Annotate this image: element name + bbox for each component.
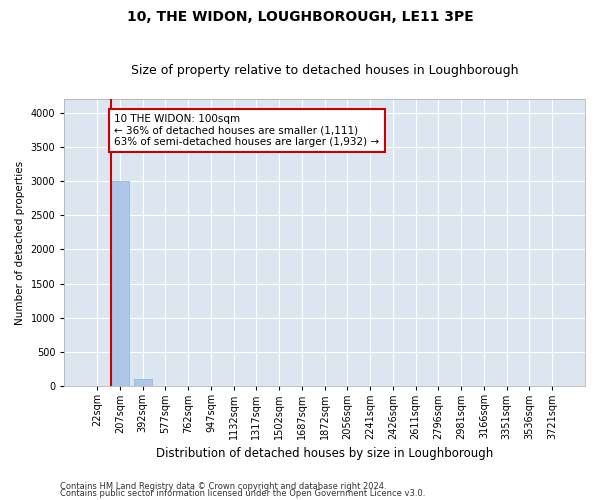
Title: Size of property relative to detached houses in Loughborough: Size of property relative to detached ho… <box>131 64 518 77</box>
X-axis label: Distribution of detached houses by size in Loughborough: Distribution of detached houses by size … <box>156 447 493 460</box>
Y-axis label: Number of detached properties: Number of detached properties <box>15 160 25 324</box>
Bar <box>134 378 152 386</box>
Text: Contains public sector information licensed under the Open Government Licence v3: Contains public sector information licen… <box>60 489 425 498</box>
Text: 10 THE WIDON: 100sqm
← 36% of detached houses are smaller (1,111)
63% of semi-de: 10 THE WIDON: 100sqm ← 36% of detached h… <box>114 114 379 147</box>
Bar <box>111 181 129 386</box>
Text: Contains HM Land Registry data © Crown copyright and database right 2024.: Contains HM Land Registry data © Crown c… <box>60 482 386 491</box>
Text: 10, THE WIDON, LOUGHBOROUGH, LE11 3PE: 10, THE WIDON, LOUGHBOROUGH, LE11 3PE <box>127 10 473 24</box>
